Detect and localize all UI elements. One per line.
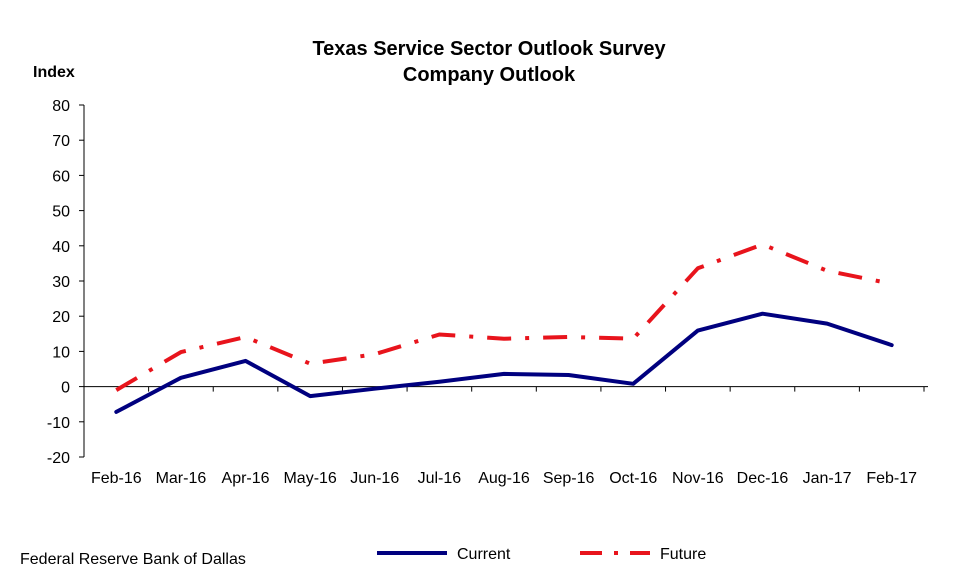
chart-subtitle: Company Outlook (402, 64, 576, 86)
series-line-future (115, 242, 893, 392)
x-tick-label: Jun-16 (350, 470, 399, 487)
data-point-current (310, 396, 311, 397)
y-tick-label: -10 (47, 415, 70, 432)
series-layer (114, 242, 894, 414)
legend: Current Future (377, 546, 706, 563)
x-tick-label: Feb-17 (866, 470, 917, 487)
data-point-current (633, 383, 634, 384)
data-point-future (827, 270, 828, 271)
data-point-future (180, 352, 181, 353)
series-line-current (114, 311, 894, 414)
data-point-current (891, 345, 892, 346)
data-point-current (762, 313, 763, 314)
x-tick-label: Jul-16 (418, 470, 462, 487)
y-tick-label: 50 (52, 204, 70, 221)
y-tick-label: 80 (52, 98, 70, 115)
y-tick-label: 40 (52, 239, 70, 256)
x-tick-label: Feb-16 (91, 470, 142, 487)
data-point-current (180, 377, 181, 378)
data-point-current (439, 381, 440, 382)
data-point-future (310, 363, 311, 364)
data-point-future (568, 336, 569, 337)
data-point-future (439, 334, 440, 335)
data-point-current (568, 374, 569, 375)
y-tick-label: 70 (52, 133, 70, 150)
legend-label-current: Current (457, 546, 511, 563)
x-tick-label: Dec-16 (737, 470, 789, 487)
x-tick-label: Apr-16 (222, 470, 270, 487)
axes: -20 -10 0 10 20 30 40 50 60 70 80 Feb-16 Mar-16 Apr-1… (47, 98, 928, 487)
data-point-current (504, 373, 505, 374)
x-tick-label: Oct-16 (609, 470, 657, 487)
x-tick-label: Aug-16 (478, 470, 530, 487)
data-point-future (633, 338, 634, 339)
data-point-current (827, 323, 828, 324)
y-tick-label: 0 (61, 380, 70, 397)
x-tick-label: Sep-16 (543, 470, 595, 487)
x-tick-label: Jan-17 (803, 470, 852, 487)
y-tick-label: 60 (52, 168, 70, 185)
y-tick-label: 20 (52, 309, 70, 326)
data-point-future (762, 244, 763, 245)
data-point-current (697, 330, 698, 331)
data-point-future (116, 390, 117, 391)
data-point-future (504, 338, 505, 339)
chart-title: Texas Service Sector Outlook Survey (312, 38, 666, 60)
data-point-future (697, 268, 698, 269)
y-tick-label: 10 (52, 344, 70, 361)
source-note: Federal Reserve Bank of Dallas (20, 551, 246, 568)
data-point-future (245, 336, 246, 337)
legend-label-future: Future (660, 546, 706, 563)
data-point-future (891, 283, 892, 284)
data-point-current (245, 360, 246, 361)
x-tick-label: May-16 (283, 470, 336, 487)
data-point-future (374, 354, 375, 355)
y-axis-label: Index (33, 64, 75, 81)
y-tick-label: -20 (47, 450, 70, 467)
x-tick-label: Mar-16 (156, 470, 207, 487)
data-point-current (116, 411, 117, 412)
y-tick-label: 30 (52, 274, 70, 291)
x-tick-label: Nov-16 (672, 470, 724, 487)
data-point-current (374, 388, 375, 389)
